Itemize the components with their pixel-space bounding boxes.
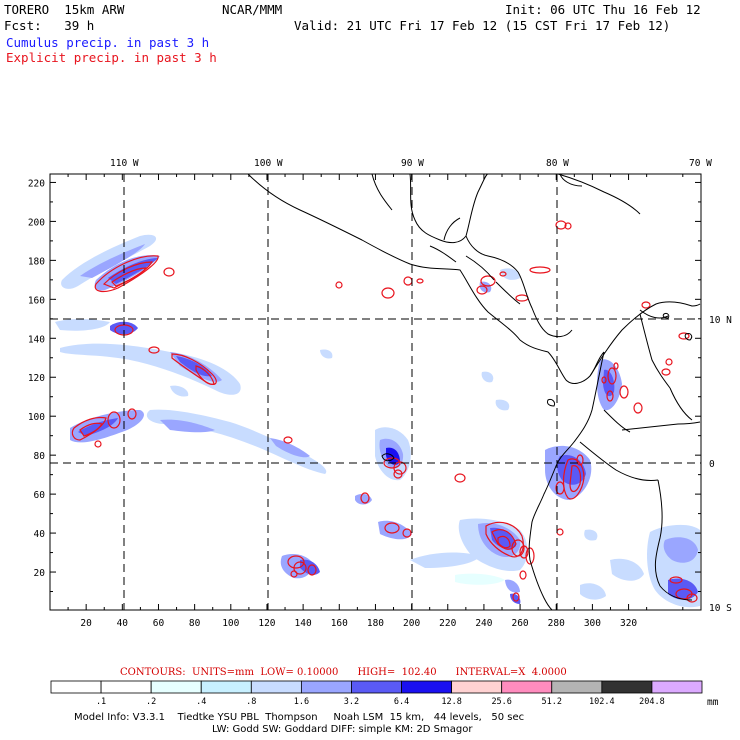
colorbar-swatch xyxy=(150,680,202,694)
lat-label-0: 0 xyxy=(709,459,715,470)
cumulus-precip-shading xyxy=(55,234,700,608)
y-tick-label: 160 xyxy=(28,295,45,306)
colorbar-level-label: 12.8 xyxy=(441,697,461,707)
valid-time: Valid: 21 UTC Fri 17 Feb 12 (15 CST Fri … xyxy=(294,18,671,33)
colorbar-level-label: 3.2 xyxy=(344,697,359,707)
axis-tick-labels: 20 40 60 80 100 120 140 160 180 200 220 240 260 280 30… xyxy=(28,178,638,629)
colorbar-swatch xyxy=(100,680,152,694)
lon-label-110w: 110 W xyxy=(110,158,139,169)
x-tick-label: 220 xyxy=(439,618,456,629)
model-info-line2: LW: Godd SW: Goddard DIFF: simple KM: 2D… xyxy=(212,724,473,735)
colorbar-swatch xyxy=(50,680,102,694)
lat-label-10n: 10 N xyxy=(709,315,732,326)
y-tick-label: 100 xyxy=(28,412,45,423)
colorbar-level-label: .1 xyxy=(96,697,106,707)
colorbar-level-label: 204.8 xyxy=(639,697,665,707)
colorbar-swatch xyxy=(250,680,302,694)
explicit-precip-contours xyxy=(71,220,698,603)
lat-label-10s: 10 S xyxy=(709,603,732,614)
colorbar xyxy=(50,680,703,694)
x-tick-label: 200 xyxy=(403,618,420,629)
lon-label-100w: 100 W xyxy=(254,158,283,169)
lon-label-90w: 90 W xyxy=(401,158,424,169)
colorbar-swatch xyxy=(300,680,352,694)
y-tick-label: 200 xyxy=(28,217,45,228)
y-tick-label: 220 xyxy=(28,178,45,189)
colorbar-swatch xyxy=(501,680,553,694)
colorbar-swatch xyxy=(601,680,653,694)
colorbar-swatch xyxy=(451,680,503,694)
colorbar-swatch xyxy=(551,680,603,694)
colorbar-units: mm xyxy=(707,697,719,708)
x-tick-label: 140 xyxy=(295,618,312,629)
lon-label-70w: 70 W xyxy=(689,158,712,169)
model-info-line1: Model Info: V3.3.1 Tiedtke YSU PBL Thomp… xyxy=(74,712,525,723)
x-tick-label: 300 xyxy=(584,618,601,629)
colorbar-level-label: 1.6 xyxy=(294,697,309,707)
colorbar-swatch xyxy=(401,680,453,694)
coastlines xyxy=(247,173,701,611)
colorbar-level-label: .8 xyxy=(246,697,256,707)
x-tick-label: 20 xyxy=(80,618,92,629)
colorbar-level-label: .4 xyxy=(196,697,206,707)
forecast-hour: Fcst: 39 h xyxy=(4,18,95,33)
y-tick-label: 140 xyxy=(28,334,45,345)
x-tick-label: 40 xyxy=(117,618,129,629)
x-tick-label: 280 xyxy=(548,618,565,629)
y-tick-label: 40 xyxy=(34,529,46,540)
colorbar-swatch xyxy=(651,680,703,694)
y-tick-label: 120 xyxy=(28,373,45,384)
x-tick-label: 260 xyxy=(511,618,528,629)
colorbar-swatch xyxy=(200,680,252,694)
x-tick-label: 180 xyxy=(367,618,384,629)
lon-labels: 110 W 100 W 90 W 80 W 70 W xyxy=(110,158,712,169)
graticule xyxy=(50,174,701,610)
axis-ticks xyxy=(50,174,701,610)
x-tick-label: 160 xyxy=(331,618,348,629)
colorbar-swatch xyxy=(351,680,402,694)
y-tick-label: 60 xyxy=(34,490,46,501)
x-tick-label: 240 xyxy=(475,618,492,629)
x-tick-label: 120 xyxy=(258,618,275,629)
contour-info: CONTOURS: UNITS=mm LOW= 0.10000 HIGH= 10… xyxy=(120,667,567,678)
lon-label-80w: 80 W xyxy=(546,158,569,169)
org-label: NCAR/MMM xyxy=(222,2,283,17)
x-tick-label: 80 xyxy=(189,618,201,629)
init-time: Init: 06 UTC Thu 16 Feb 12 xyxy=(505,2,701,17)
x-tick-label: 100 xyxy=(222,618,239,629)
y-tick-label: 80 xyxy=(34,451,46,462)
field-explicit-label: Explicit precip. in past 3 h xyxy=(6,50,217,65)
lat-labels: 10 N 0 10 S xyxy=(709,315,732,614)
model-label: TORERO 15km ARW xyxy=(4,2,125,17)
colorbar-labels: .1 .2 .4 .8 1.6 3.2 6.4 12.8 25.6 51.2 102.4 204.8 xyxy=(96,697,665,707)
y-tick-label: 20 xyxy=(34,568,46,579)
colorbar-level-label: 102.4 xyxy=(589,697,615,707)
y-tick-label: 180 xyxy=(28,256,45,267)
colorbar-level-label: 25.6 xyxy=(491,697,511,707)
x-tick-label: 60 xyxy=(153,618,165,629)
colorbar-level-label: .2 xyxy=(146,697,156,707)
colorbar-level-label: 51.2 xyxy=(542,697,562,707)
x-tick-label: 320 xyxy=(620,618,637,629)
field-cumulus-label: Cumulus precip. in past 3 h xyxy=(6,35,210,50)
colorbar-level-label: 6.4 xyxy=(394,697,409,707)
